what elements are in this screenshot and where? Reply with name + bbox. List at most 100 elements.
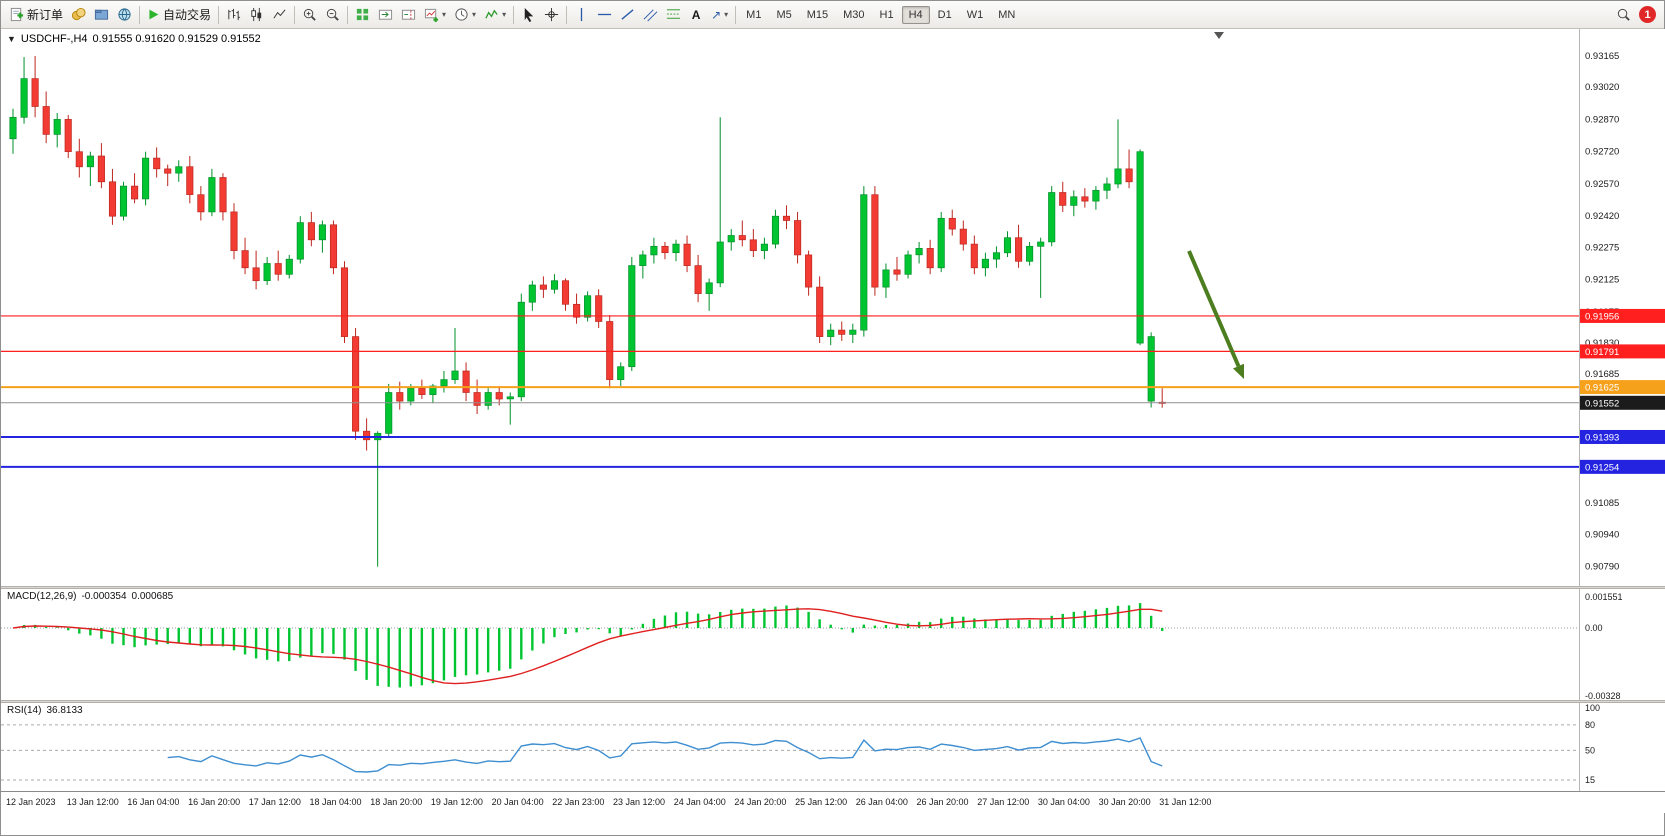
price-tag-0.91625: 0.91625 (1580, 380, 1665, 395)
new-order-button[interactable]: 新订单 (5, 4, 67, 26)
svg-text:0.91393: 0.91393 (1585, 432, 1619, 443)
rsi-value: 36.8133 (46, 705, 83, 716)
time-axis-label: 17 Jan 12:00 (248, 797, 301, 807)
zoom-out-button[interactable] (321, 4, 344, 26)
timeframe-h4-button[interactable]: H4 (901, 5, 930, 24)
chart-area: 0.93165 0.93020 0.92870 0.92720 0.92570 0.924… (1, 29, 1665, 835)
fibonacci-button[interactable] (662, 4, 685, 26)
rsi-panel[interactable]: 100 80 50 15 RSI(14) 36.8133 (1, 703, 1665, 791)
price-axis-label: 0.91830 (1585, 338, 1619, 349)
line-chart-button[interactable] (268, 4, 291, 26)
bar-chart-button[interactable] (222, 4, 245, 26)
new-chart-icon (424, 8, 439, 22)
macd-signal-line (12, 608, 1163, 685)
toolbar-separator (735, 5, 737, 24)
timeframe-mn-button[interactable]: MN (998, 8, 1016, 21)
time-axis-label: 19 Jan 12:00 (430, 797, 483, 807)
market-watch-icon (71, 7, 86, 21)
channel-button[interactable] (639, 4, 662, 26)
panel-divider[interactable] (1, 586, 1665, 589)
crosshair-button[interactable] (540, 4, 563, 26)
search-icon (1617, 8, 1630, 21)
rsi-axis-label: 15 (1585, 775, 1595, 785)
toolbar-separator (513, 5, 515, 24)
auto-scroll-button[interactable] (374, 4, 397, 26)
zoom-in-button[interactable] (298, 4, 321, 26)
toolbar-separator (139, 5, 141, 24)
trendline-button[interactable] (616, 4, 639, 26)
time-axis-label: 22 Jan 23:00 (552, 797, 605, 807)
terminal-icon (118, 8, 131, 21)
notification-badge[interactable]: 1 (1639, 6, 1656, 23)
tile-windows-button[interactable] (351, 4, 374, 26)
time-axis-label: 13 Jan 12:00 (66, 797, 119, 807)
price-chart-svg[interactable]: 0.93165 0.93020 0.92870 0.92720 0.92570 0.924… (1, 29, 1665, 586)
price-tag-0.91552: 0.91552 (1580, 395, 1665, 410)
price-tag-0.91393: 0.91393 (1580, 429, 1665, 444)
svg-text:0.91552: 0.91552 (1585, 398, 1619, 409)
search-button[interactable] (1612, 4, 1635, 26)
time-axis-label: 27 Jan 12:00 (977, 797, 1030, 807)
timeframe-m15-button[interactable]: M15 (806, 8, 829, 21)
timeframe-m1-button[interactable]: M1 (746, 8, 762, 21)
candlestick-chart-button[interactable] (245, 4, 268, 26)
text-tool-button[interactable]: A (685, 4, 707, 26)
trendline-icon (621, 9, 634, 20)
rsi-axis-label: 50 (1585, 745, 1595, 755)
timeframe-w1-button[interactable]: W1 (966, 8, 984, 21)
candlestick-icon (251, 7, 262, 22)
fibonacci-icon (667, 9, 681, 19)
new-chart-button[interactable]: ▾ (420, 4, 450, 26)
macd-axis-label: -0.00328 (1585, 691, 1621, 700)
cursor-icon (524, 7, 534, 22)
terminal-button[interactable] (113, 4, 136, 26)
timeframe-m30-button[interactable]: M30 (843, 8, 865, 21)
timeframe-d1-button[interactable]: D1 (937, 8, 952, 21)
text-tool-icon: A (691, 7, 701, 22)
rsi-label: RSI(14) 36.8133 (7, 705, 83, 716)
algo-trading-button[interactable]: 自动交易 (143, 4, 215, 26)
cursor-button[interactable] (517, 4, 540, 26)
vertical-line-button[interactable] (570, 4, 593, 26)
indicators-button[interactable]: ▾ (480, 4, 510, 26)
price-axis-label: 0.92125 (1585, 275, 1619, 286)
time-axis-label: 25 Jan 12:00 (795, 797, 848, 807)
channel-icon (643, 9, 658, 22)
price-axis-label: 0.92420 (1585, 211, 1619, 222)
toolbar: 新订单 自动交易 (1, 1, 1664, 29)
toolbar-separator (566, 5, 568, 24)
macd-panel[interactable]: 0.001551 0.00 -0.00328 MACD(12,26,9) -0.00… (1, 589, 1665, 700)
algo-trading-label: 自动交易 (163, 8, 212, 22)
macd-histogram (22, 603, 1164, 688)
market-watch-button[interactable] (67, 4, 90, 26)
timeframe-h1-button[interactable]: H1 (879, 8, 894, 21)
horizontal-line-button[interactable] (593, 4, 616, 26)
toolbar-separator (347, 5, 349, 24)
indicator-icon (485, 9, 498, 19)
new-order-icon (10, 7, 24, 22)
chart-shift-button[interactable] (397, 4, 420, 26)
price-chart-panel[interactable]: 0.93165 0.93020 0.92870 0.92720 0.92570 0.924… (1, 29, 1665, 586)
periods-button[interactable]: ▾ (450, 4, 480, 26)
time-axis[interactable]: 12 Jan 2023 13 Jan 12:00 16 Jan 04:00 16 Ja… (1, 791, 1665, 813)
chart-symbol-period: USDCHF-,H4 (20, 33, 88, 45)
arrows-tool-button[interactable]: ↗ ▾ (707, 4, 732, 26)
chart-shift-marker[interactable] (1214, 32, 1224, 39)
time-axis-label: 24 Jan 20:00 (734, 797, 787, 807)
time-axis-label: 16 Jan 20:00 (188, 797, 241, 807)
time-axis-label: 16 Jan 04:00 (127, 797, 180, 807)
annotation-arrow[interactable] (1187, 250, 1244, 379)
toolbar-separator (218, 5, 220, 24)
time-axis-label: 26 Jan 04:00 (855, 797, 908, 807)
time-axis-label: 18 Jan 20:00 (370, 797, 423, 807)
panel-divider[interactable] (1, 700, 1665, 703)
price-tag-0.91791: 0.91791 (1580, 344, 1665, 359)
navigator-button[interactable] (90, 4, 113, 26)
time-axis-label: 31 Jan 12:00 (1159, 797, 1212, 807)
rsi-axis-label: 80 (1585, 720, 1595, 730)
candlesticks (9, 56, 1166, 567)
new-order-label: 新订单 (27, 8, 64, 22)
vertical-line-icon (580, 7, 583, 22)
timeframe-m5-button[interactable]: M5 (776, 8, 792, 21)
one-click-trading-arrow-icon[interactable]: ▼ (7, 34, 16, 44)
